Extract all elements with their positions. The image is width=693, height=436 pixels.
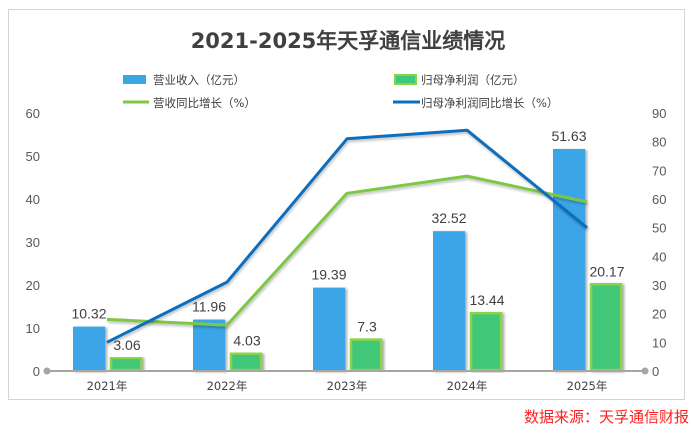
- category-label: 2022年: [207, 379, 248, 393]
- right-tick-label: 60: [652, 192, 666, 207]
- right-tick-label: 40: [652, 249, 666, 264]
- revenue-data-label: 32.52: [431, 210, 466, 226]
- profit-bar: [589, 283, 623, 372]
- legend-label-revenue: 营业收入（亿元）: [153, 73, 245, 87]
- left-tick-label: 20: [26, 278, 40, 293]
- revenue-bar: [73, 326, 105, 371]
- category-labels: 2021年 2022年 2023年 2024年 2025年: [87, 379, 608, 393]
- profit-data-label: 20.17: [589, 263, 624, 279]
- profit-data-label: 3.06: [113, 337, 140, 353]
- revenue-data-label: 11.96: [192, 299, 226, 315]
- legend-item-revenue-growth: 营收同比增长（%）: [123, 96, 256, 110]
- left-tick-label: 50: [26, 149, 40, 164]
- x-axis: [43, 367, 649, 375]
- right-tick-label: 90: [652, 106, 666, 121]
- right-tick-label: 70: [652, 163, 666, 178]
- data-labels: 10.32 11.96 19.39 32.52 51.63 3.06 4.03 7.3 13.4…: [71, 128, 624, 353]
- revenue-data-label: 19.39: [311, 267, 346, 283]
- lines: [106, 128, 588, 344]
- revenue-bar: [433, 231, 465, 371]
- right-axis: 0 10 20 30 40 50 60 70 80 90: [652, 106, 666, 379]
- profit-bar: [109, 356, 143, 372]
- right-tick-label: 80: [652, 135, 666, 150]
- x-axis-end-dot: [641, 367, 649, 375]
- chart-title: 2021-2025年天孚通信业绩情况: [191, 29, 506, 53]
- profit-bar: [469, 311, 503, 372]
- left-axis: 0 10 20 30 40 50 60: [26, 106, 40, 379]
- revenue-bar: [313, 287, 345, 371]
- revenue-bar: [193, 319, 225, 371]
- revenue-data-label: 10.32: [71, 306, 106, 322]
- bars: [73, 148, 623, 372]
- revenue-growth-line: [106, 174, 588, 327]
- legend-swatch-revenue: [123, 75, 146, 84]
- profit-bar: [349, 338, 383, 372]
- right-tick-label: 30: [652, 278, 666, 293]
- revenue-data-label: 51.63: [551, 128, 586, 144]
- profit-bar: [229, 352, 263, 372]
- revenue-bar: [553, 148, 585, 371]
- left-tick-label: 40: [26, 192, 40, 207]
- chart-frame: [8, 9, 685, 400]
- legend-item-profit: 归母净利润（亿元）: [394, 73, 525, 87]
- legend-item-profit-growth: 归母净利润同比增长（%）: [393, 96, 558, 110]
- right-tick-label: 20: [652, 307, 666, 322]
- profit-growth-line: [106, 128, 588, 344]
- legend: 营业收入（亿元） 归母净利润（亿元） 营收同比增长（%） 归母净利润同比增长（%…: [123, 73, 558, 110]
- left-tick-label: 60: [26, 106, 40, 121]
- left-tick-label: 30: [26, 235, 40, 250]
- profit-data-label: 7.3: [357, 319, 377, 335]
- category-label: 2021年: [87, 379, 128, 393]
- legend-item-revenue: 营业收入（亿元）: [123, 73, 245, 87]
- legend-label-profit-growth: 归母净利润同比增长（%）: [421, 96, 558, 110]
- profit-data-label: 13.44: [469, 292, 504, 308]
- x-axis-start-dot: [43, 367, 51, 375]
- category-label: 2024年: [447, 379, 488, 393]
- source-note: 数据来源：天孚通信财报: [523, 408, 689, 426]
- legend-label-revenue-growth: 营收同比增长（%）: [153, 96, 256, 110]
- right-tick-label: 0: [652, 364, 659, 379]
- right-tick-label: 50: [652, 221, 666, 236]
- category-label: 2023年: [327, 379, 368, 393]
- left-tick-label: 10: [26, 321, 40, 336]
- right-tick-label: 10: [652, 335, 666, 350]
- legend-label-profit: 归母净利润（亿元）: [421, 73, 525, 87]
- profit-data-label: 4.03: [233, 333, 260, 349]
- left-tick-label: 0: [33, 364, 40, 379]
- category-label: 2025年: [567, 379, 608, 393]
- legend-swatch-profit: [394, 74, 417, 85]
